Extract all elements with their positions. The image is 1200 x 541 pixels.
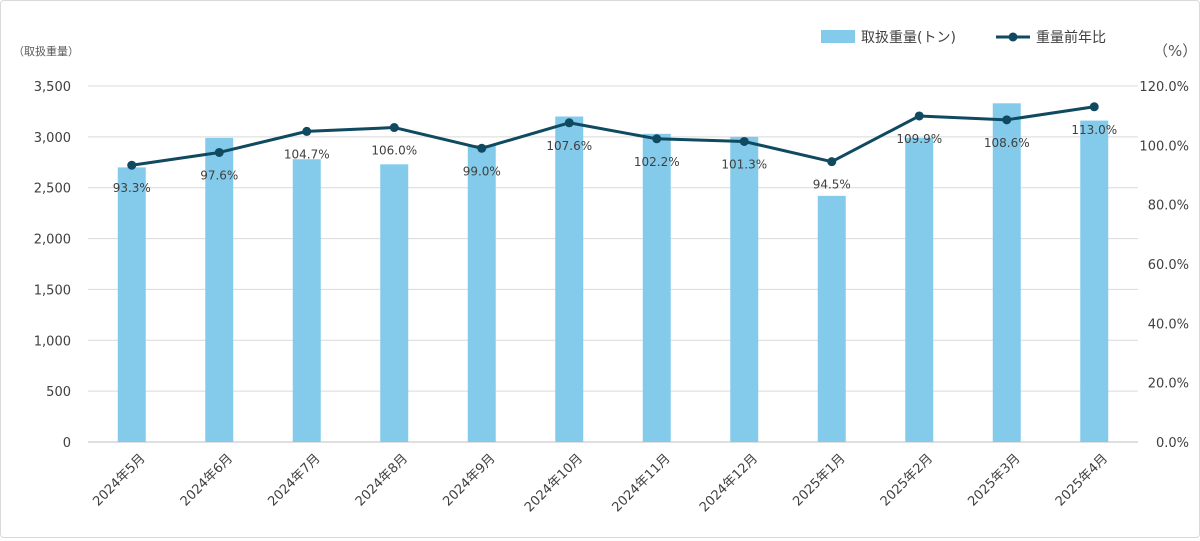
- line-point: [652, 134, 662, 144]
- line-data-label: 113.0%: [1071, 123, 1117, 137]
- line-data-label: 101.3%: [721, 157, 767, 171]
- left-tick-label: 0: [63, 436, 71, 451]
- category-label: 2024年5月: [90, 451, 148, 509]
- right-axis-ticks: 0.0% 20.0% 40.0% 60.0% 80.0% 100.0% 120.0%: [1139, 80, 1189, 451]
- category-label: 2025年4月: [1053, 451, 1111, 509]
- line-path: [131, 105, 1095, 167]
- bar: [730, 136, 759, 442]
- line-point: [1002, 115, 1012, 125]
- legend-bar-swatch: [821, 30, 855, 43]
- bar: [292, 159, 321, 442]
- bar: [642, 133, 671, 442]
- left-tick-label: 2,000: [34, 233, 71, 248]
- category-label: 2024年11月: [609, 451, 673, 515]
- line-point: [914, 111, 924, 121]
- line-data-label: 97.6%: [200, 168, 238, 182]
- category-labels: 2024年5月 2024年6月 2024年7月 2024年8月 2024年9月 2024年…: [90, 451, 1111, 515]
- left-tick-label: 500: [46, 385, 71, 400]
- line-point: [564, 118, 574, 128]
- left-axis-ticks: 0 500 1,000 1,500 2,000 2,500 3,000 3,500: [34, 80, 71, 451]
- bar: [992, 103, 1021, 442]
- bar: [380, 164, 409, 442]
- legend-line-label: 重量前年比: [1036, 29, 1106, 46]
- left-tick-label: 2,500: [34, 182, 71, 197]
- right-tick-label: 80.0%: [1148, 199, 1189, 214]
- category-label: 2024年8月: [353, 451, 411, 509]
- bar-series: [117, 103, 1109, 443]
- legend-bar-label: 取扱重量(トン): [861, 30, 956, 46]
- legend-line-marker: [1008, 32, 1018, 42]
- line-point: [1089, 102, 1099, 112]
- line-data-label: 93.3%: [113, 181, 151, 195]
- bar: [117, 167, 146, 442]
- line-data-label: 99.0%: [463, 164, 501, 178]
- line-data-label: 106.0%: [371, 144, 417, 158]
- left-tick-label: 3,000: [34, 131, 71, 146]
- left-tick-label: 1,500: [34, 283, 71, 298]
- bar: [467, 144, 496, 442]
- bar: [905, 137, 934, 443]
- line-point: [389, 123, 399, 133]
- bar: [1080, 120, 1109, 442]
- right-tick-label: 40.0%: [1148, 317, 1189, 332]
- line-point: [302, 126, 312, 136]
- right-tick-label: 100.0%: [1139, 139, 1189, 154]
- line-series: [127, 102, 1099, 170]
- category-label: 2024年6月: [178, 451, 236, 509]
- line-point: [214, 147, 224, 157]
- line-point: [127, 160, 137, 170]
- category-label: 2024年10月: [522, 451, 586, 515]
- category-label: 2025年2月: [878, 451, 936, 509]
- gridlines: [88, 85, 1138, 443]
- category-label: 2025年1月: [790, 451, 848, 509]
- bar: [205, 137, 234, 443]
- line-data-label: 94.5%: [813, 178, 851, 192]
- right-tick-label: 0.0%: [1156, 436, 1189, 451]
- line-point: [477, 143, 487, 153]
- legend: 取扱重量(トン) 重量前年比: [821, 29, 1106, 46]
- right-tick-label: 120.0%: [1139, 80, 1189, 95]
- line-data-label: 104.7%: [284, 147, 330, 161]
- right-tick-label: 60.0%: [1148, 258, 1189, 273]
- category-label: 2024年9月: [440, 451, 498, 509]
- category-label: 2024年12月: [697, 451, 761, 515]
- left-tick-label: 3,500: [34, 80, 71, 95]
- left-tick-label: 1,000: [34, 334, 71, 349]
- left-axis-unit: （取扱重量）: [13, 44, 79, 58]
- line-data-labels: 93.3% 97.6% 104.7% 106.0% 99.0% 107.6% 102.2% 1…: [113, 123, 1117, 195]
- line-data-label: 109.9%: [896, 132, 942, 146]
- bar: [817, 195, 846, 442]
- category-label: 2025年3月: [965, 451, 1023, 509]
- line-data-label: 102.2%: [634, 155, 680, 169]
- line-point: [827, 157, 837, 167]
- line-point: [739, 136, 749, 146]
- category-label: 2024年7月: [265, 451, 323, 509]
- line-data-label: 107.6%: [546, 139, 592, 153]
- bar: [555, 116, 584, 442]
- right-tick-label: 20.0%: [1148, 377, 1189, 392]
- right-axis-unit: （%）: [1153, 42, 1197, 60]
- line-data-label: 108.6%: [984, 136, 1030, 150]
